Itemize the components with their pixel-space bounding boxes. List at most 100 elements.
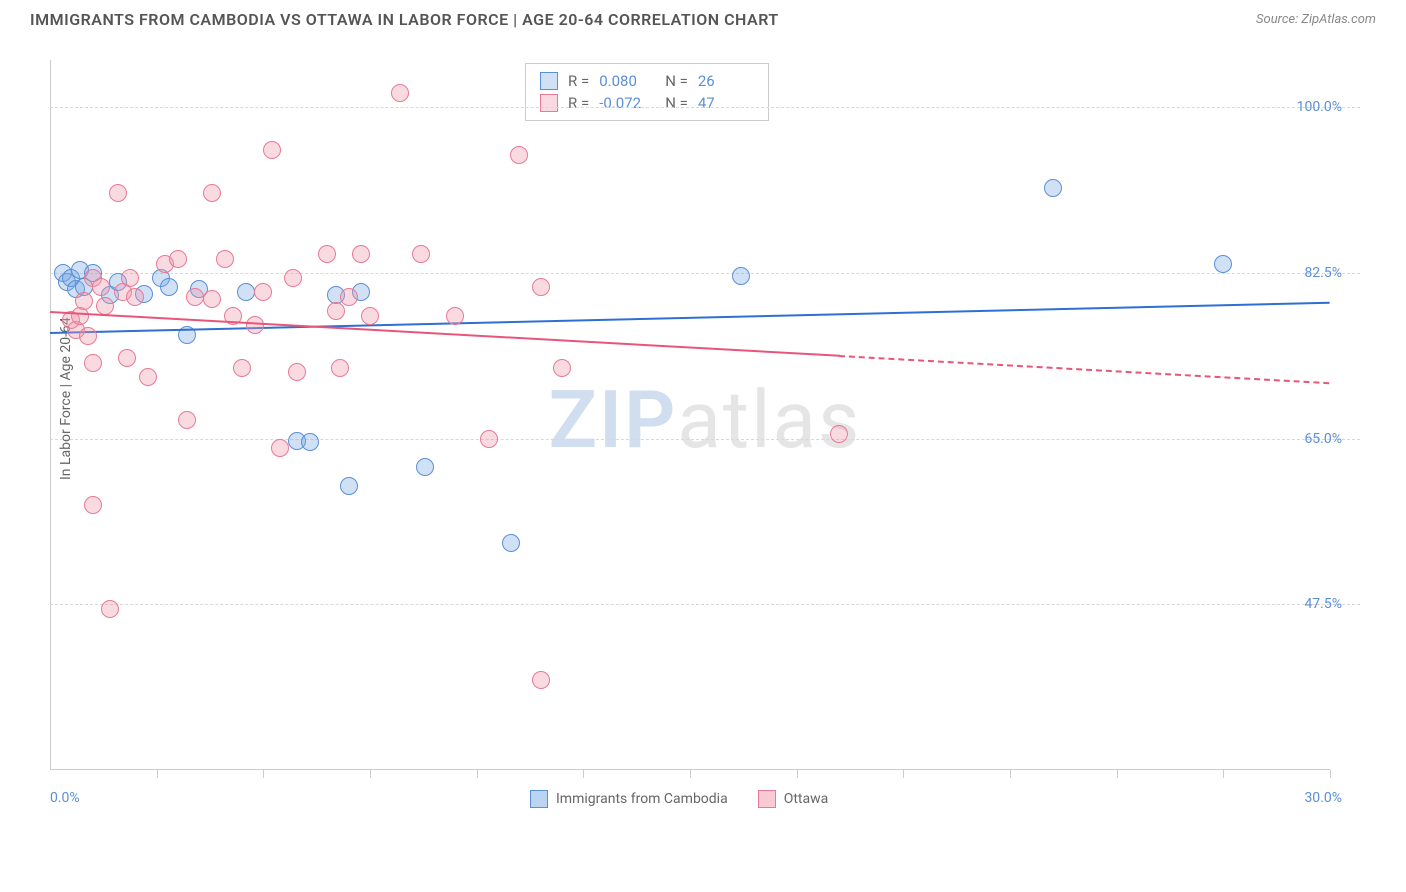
- data-point: [101, 600, 119, 618]
- data-point: [121, 269, 139, 287]
- data-point: [126, 288, 144, 306]
- data-point: [318, 245, 336, 263]
- legend-item: Immigrants from Cambodia: [530, 790, 728, 808]
- data-point: [480, 430, 498, 448]
- data-point: [301, 433, 319, 451]
- data-point: [361, 307, 379, 325]
- r-label: R =: [568, 72, 589, 90]
- x-tick-mark: [477, 770, 478, 778]
- data-point: [416, 458, 434, 476]
- x-tick-mark: [1117, 770, 1118, 778]
- watermark: ZIPatlas: [549, 373, 862, 467]
- legend-row: R = -0.072 N = 47: [540, 92, 754, 114]
- data-point: [327, 302, 345, 320]
- source-label: Source: ZipAtlas.com: [1256, 12, 1376, 27]
- data-point: [160, 278, 178, 296]
- data-point: [271, 439, 289, 457]
- data-point: [96, 297, 114, 315]
- legend-swatch: [530, 790, 548, 808]
- legend-swatch: [540, 94, 558, 112]
- gridline: [50, 107, 1360, 108]
- x-tick-mark: [797, 770, 798, 778]
- data-point: [331, 359, 349, 377]
- data-point: [178, 411, 196, 429]
- data-point: [233, 359, 251, 377]
- n-label: N =: [665, 72, 688, 90]
- data-point: [340, 288, 358, 306]
- x-tick-label: 30.0%: [1304, 790, 1342, 806]
- data-point: [79, 327, 97, 345]
- x-tick-mark: [1330, 770, 1331, 778]
- data-point: [84, 496, 102, 514]
- data-point: [169, 250, 187, 268]
- legend-label: Immigrants from Cambodia: [556, 791, 728, 807]
- data-point: [391, 84, 409, 102]
- title-bar: IMMIGRANTS FROM CAMBODIA VS OTTAWA IN LA…: [0, 0, 1406, 37]
- gridline: [50, 604, 1360, 605]
- data-point: [532, 671, 550, 689]
- data-point: [340, 477, 358, 495]
- data-point: [446, 307, 464, 325]
- watermark-rest: atlas: [677, 373, 861, 467]
- y-tick-label: 82.5%: [1304, 265, 1342, 281]
- n-value: 26: [698, 72, 754, 90]
- data-point: [510, 146, 528, 164]
- data-point: [502, 534, 520, 552]
- y-tick-label: 100.0%: [1297, 99, 1342, 115]
- data-point: [237, 283, 255, 301]
- watermark-bold: ZIP: [549, 373, 678, 467]
- data-point: [118, 349, 136, 367]
- data-point: [263, 141, 281, 159]
- n-value: 47: [698, 94, 754, 112]
- x-tick-mark: [370, 770, 371, 778]
- gridline: [50, 273, 1360, 274]
- data-point: [139, 368, 157, 386]
- y-tick-label: 47.5%: [1304, 596, 1342, 612]
- gridline: [50, 439, 1360, 440]
- data-point: [254, 283, 272, 301]
- x-tick-mark: [1010, 770, 1011, 778]
- legend-label: Ottawa: [784, 791, 829, 807]
- data-point: [532, 278, 550, 296]
- data-point: [1214, 255, 1232, 273]
- data-point: [412, 245, 430, 263]
- data-point: [732, 267, 750, 285]
- legend-item: Ottawa: [758, 790, 829, 808]
- data-point: [830, 425, 848, 443]
- r-label: R =: [568, 94, 589, 112]
- data-point: [92, 278, 110, 296]
- data-point: [186, 288, 204, 306]
- y-tick-label: 65.0%: [1304, 431, 1342, 447]
- y-axis-line: [50, 60, 51, 770]
- data-point: [1044, 179, 1062, 197]
- n-label: N =: [665, 94, 688, 112]
- chart-title: IMMIGRANTS FROM CAMBODIA VS OTTAWA IN LA…: [30, 10, 779, 29]
- data-point: [109, 184, 127, 202]
- data-point: [553, 359, 571, 377]
- x-tick-mark: [157, 770, 158, 778]
- data-point: [203, 184, 221, 202]
- trend-line-extrapolated: [839, 355, 1330, 384]
- r-value: 0.080: [599, 72, 655, 90]
- legend-swatch: [758, 790, 776, 808]
- scatter-plot: ZIPatlas R = 0.080 N = 26 R = -0.072 N = 47 Imm…: [50, 60, 1360, 810]
- x-tick-mark: [263, 770, 264, 778]
- data-point: [246, 316, 264, 334]
- legend-row: R = 0.080 N = 26: [540, 70, 754, 92]
- data-point: [203, 290, 221, 308]
- data-point: [352, 245, 370, 263]
- data-point: [75, 292, 93, 310]
- data-point: [84, 354, 102, 372]
- x-tick-mark: [583, 770, 584, 778]
- series-legend: Immigrants from Cambodia Ottawa: [530, 790, 828, 808]
- x-tick-label: 0.0%: [50, 790, 80, 806]
- x-tick-mark: [690, 770, 691, 778]
- r-value: -0.072: [599, 94, 655, 112]
- data-point: [284, 269, 302, 287]
- x-tick-mark: [903, 770, 904, 778]
- data-point: [216, 250, 234, 268]
- data-point: [288, 363, 306, 381]
- legend-swatch: [540, 72, 558, 90]
- chart-area: In Labor Force | Age 20-64 ZIPatlas R =0…: [50, 60, 1360, 810]
- correlation-legend: R = 0.080 N = 26 R = -0.072 N = 47: [525, 63, 769, 121]
